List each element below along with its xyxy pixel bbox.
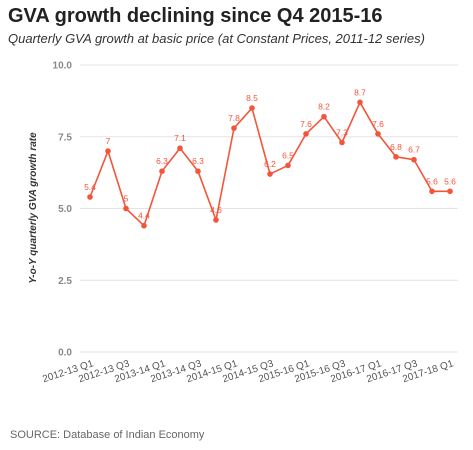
data-label: 5 [124, 194, 129, 204]
data-point [177, 145, 183, 152]
y-axis-label: Y-o-Y quarterly GVA growth rate [28, 132, 39, 284]
data-point [429, 188, 435, 195]
data-point [159, 168, 165, 174]
data-label: 6.2 [264, 159, 276, 169]
data-label: 7.6 [372, 119, 384, 129]
y-tick-label: 5.0 [58, 204, 72, 215]
data-point [141, 222, 147, 229]
data-label: 8.5 [246, 93, 258, 103]
data-label: 8.7 [354, 87, 366, 97]
data-point [249, 105, 255, 111]
source-note: SOURCE: Database of Indian Economy [10, 429, 205, 441]
data-label: 7.8 [228, 113, 240, 123]
data-label: 7.1 [174, 133, 186, 143]
data-point [321, 113, 327, 120]
data-point [195, 168, 201, 174]
y-tick-label: 7.5 [58, 132, 72, 143]
data-point [123, 205, 129, 212]
data-point [357, 99, 363, 106]
data-label: 6.3 [156, 156, 168, 166]
chart-subtitle: Quarterly GVA growth at basic price (at … [8, 31, 425, 46]
data-point [231, 125, 237, 131]
data-label: 5.6 [426, 176, 438, 186]
data-label: 7.6 [300, 119, 312, 129]
data-point [285, 162, 291, 169]
data-label: 7.3 [336, 127, 348, 137]
y-tick-label: 10.0 [53, 61, 73, 72]
data-label: 4.4 [138, 211, 150, 221]
data-point [447, 188, 453, 195]
data-label: 6.5 [282, 150, 294, 160]
data-point [87, 194, 93, 200]
data-point [411, 156, 417, 163]
data-point [267, 171, 273, 177]
data-point [303, 131, 309, 137]
data-point [393, 154, 399, 160]
data-point [105, 148, 111, 154]
data-label: 6.7 [408, 145, 420, 155]
data-point [375, 131, 381, 137]
data-labels: 5.4 7 5 4.4 6.3 7.1 6.3 4.6 7.8 8.5 6.2 6.5 7.6 8.2 7.… [84, 87, 456, 220]
data-label: 5.6 [444, 176, 456, 186]
y-tick-label: 2.5 [58, 276, 72, 287]
grid-lines [80, 64, 458, 353]
data-points [87, 99, 453, 229]
data-label: 5.4 [84, 182, 96, 192]
y-tick-label: 0.0 [58, 348, 72, 359]
data-point [213, 217, 219, 223]
data-label: 6.3 [192, 156, 204, 166]
chart-title: GVA growth declining since Q4 2015-16 [8, 5, 383, 27]
data-label: 4.6 [210, 205, 222, 215]
data-point [339, 139, 345, 146]
data-label: 7 [106, 136, 111, 146]
data-label: 8.2 [318, 102, 330, 112]
data-label: 6.8 [390, 142, 402, 152]
